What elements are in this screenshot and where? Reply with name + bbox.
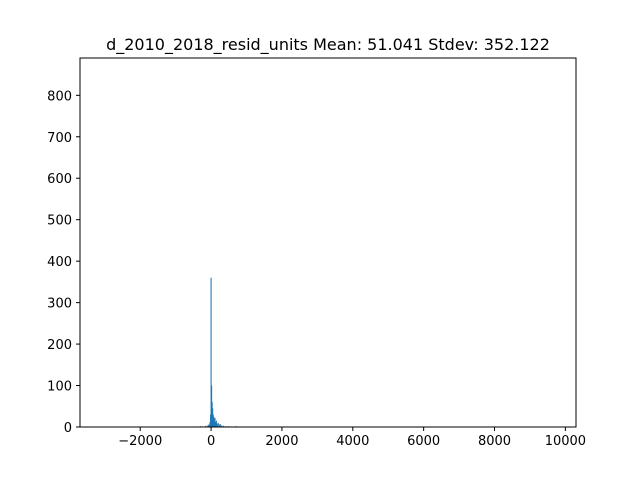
x-tick-label: 2000 [265,434,298,449]
y-tick-label: 100 [47,380,72,395]
y-tick-label: 800 [47,89,72,104]
x-tick-label: 6000 [407,434,440,449]
x-tick-label: 8000 [478,434,511,449]
histogram-bar [214,417,216,427]
x-axis-ticks: −2000 0 2000 4000 6000 8000 10000 [118,427,586,449]
histogram-bar [215,420,217,427]
y-tick-label: 300 [47,297,72,312]
chart-title: d_2010_2018_resid_units Mean: 51.041 Std… [106,35,550,55]
y-tick-label: 600 [47,172,72,187]
histogram-bar [213,418,215,427]
plot-frame [79,57,577,428]
y-axis-ticks: 0 100 200 300 400 500 600 700 800 [47,89,80,436]
y-tick-label: 200 [47,338,72,353]
histogram-bar [218,424,220,427]
histogram-bar [221,425,223,427]
x-tick-label: 10000 [545,434,586,449]
histogram-bar [210,277,212,427]
x-tick-label: 4000 [336,434,369,449]
bars-group [199,277,248,427]
histogram-bar [216,423,218,427]
y-tick-label: 700 [47,131,72,146]
histogram-bar [219,424,221,427]
y-tick-label: 500 [47,214,72,229]
histogram-bar [207,425,209,427]
histogram-bar [222,425,225,427]
histogram-bar [205,425,207,427]
histogram-bar [215,422,217,427]
histogram-bar [217,422,219,427]
y-tick-label: 0 [64,421,72,436]
histogram-bar [211,385,213,427]
histogram-bar [208,424,210,427]
histogram-bar [211,402,213,427]
x-tick-label: 0 [207,434,215,449]
x-tick-label: −2000 [118,434,162,449]
y-tick-label: 400 [47,255,72,270]
